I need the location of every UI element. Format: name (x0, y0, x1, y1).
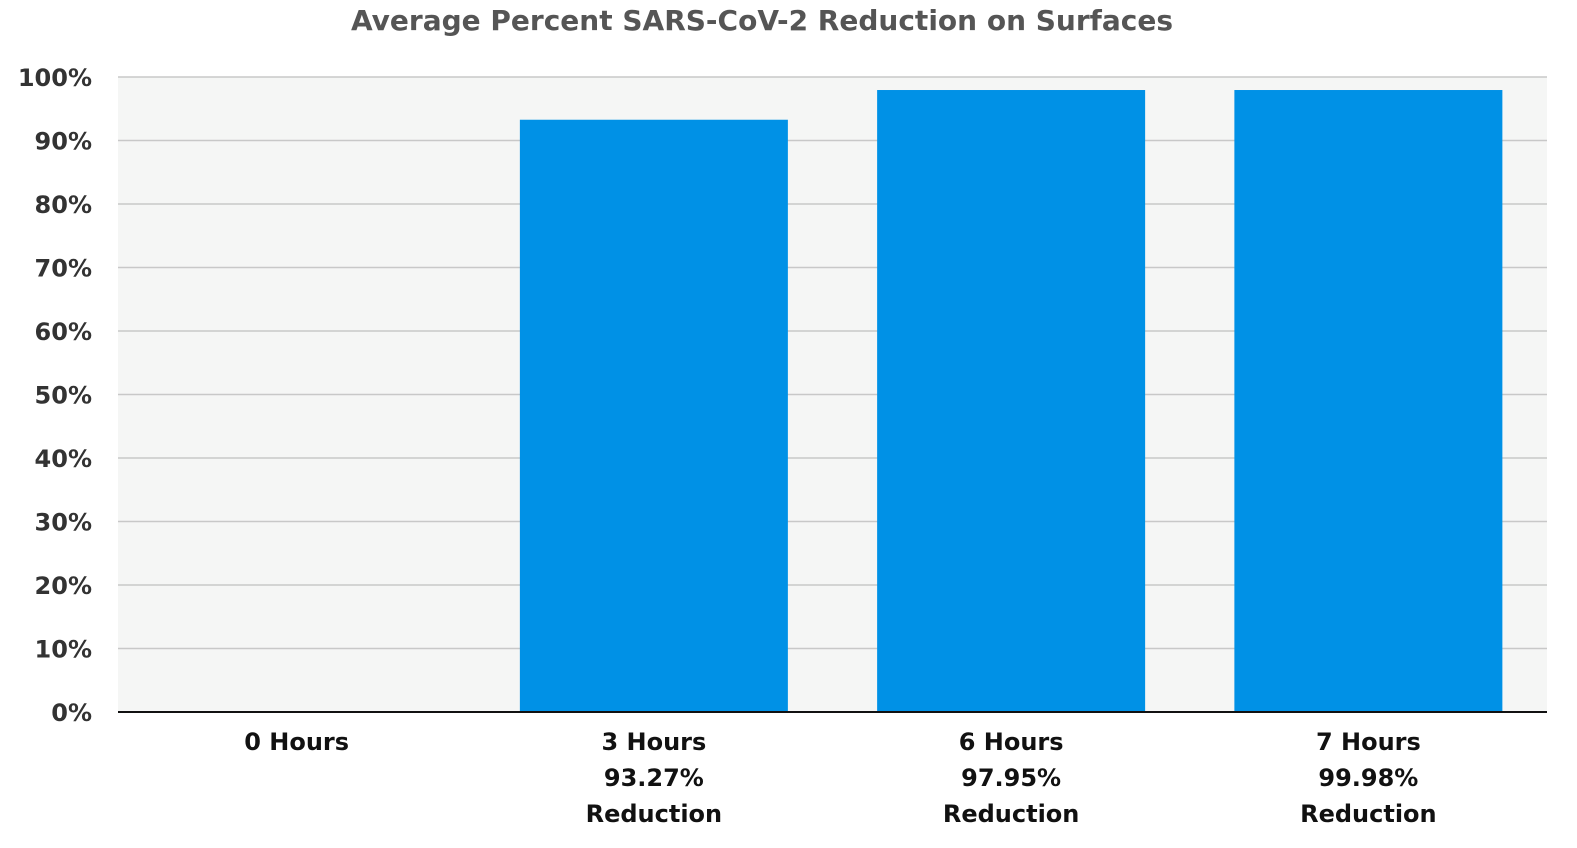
bar (1234, 90, 1503, 712)
y-tick-label: 0% (51, 699, 92, 727)
y-tick-label: 50% (35, 382, 92, 410)
y-tick-label: 40% (35, 445, 92, 473)
y-tick-label: 60% (35, 318, 92, 346)
x-tick-label: 3 Hours 93.27% Reduction (586, 728, 723, 828)
x-tick-label: 6 Hours 97.95% Reduction (943, 728, 1080, 828)
chart-title: Average Percent SARS-CoV-2 Reduction on … (351, 4, 1173, 37)
y-tick-label: 20% (35, 572, 92, 600)
x-tick-label: 7 Hours 99.98% Reduction (1300, 728, 1437, 828)
bar (519, 119, 788, 713)
y-tick-label: 100% (18, 64, 92, 92)
y-tick-label: 10% (35, 636, 92, 664)
x-tick-label: 0 Hours (244, 728, 349, 756)
bars (519, 90, 1503, 713)
y-tick-label: 90% (35, 128, 92, 156)
y-tick-label: 70% (35, 255, 92, 283)
x-axis-ticks: 0 Hours 3 Hours 93.27% Reduction 6 Hours 97.9… (244, 728, 1436, 828)
y-axis-ticks: 0% 10% 20% 30% 40% 50% 60% 70% 80% 90% 100% (18, 64, 92, 727)
y-tick-label: 80% (35, 191, 92, 219)
bar (877, 90, 1146, 712)
y-tick-label: 30% (35, 509, 92, 537)
